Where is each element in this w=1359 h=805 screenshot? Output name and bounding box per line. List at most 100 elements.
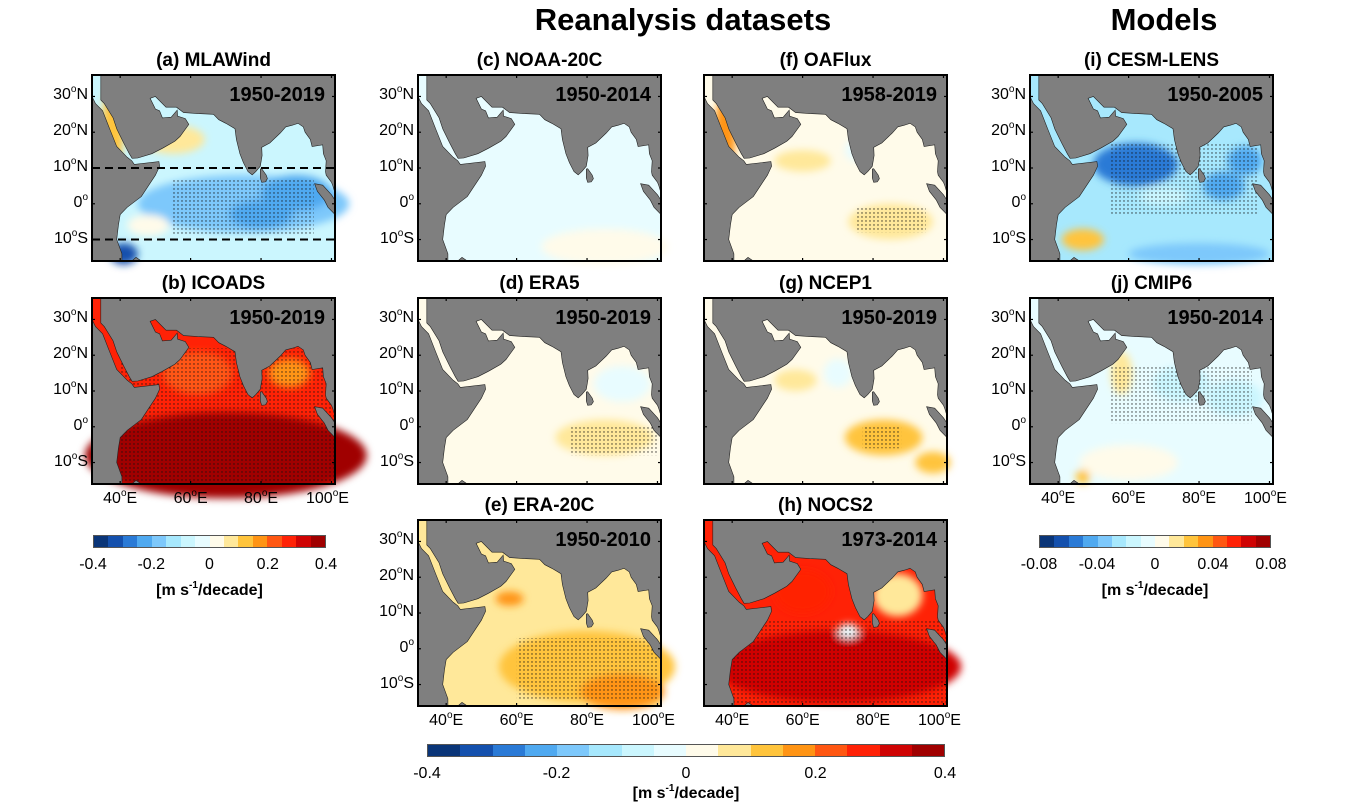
y-tick-degree-sign: o: [82, 191, 88, 203]
x-tick-degree-sign: o: [873, 710, 880, 721]
group-title-models: Models: [1110, 2, 1218, 37]
map-panel-h: 1973-2014: [703, 519, 962, 707]
land-africa: [417, 298, 486, 485]
map-panel-c: 1950-2014: [417, 74, 669, 265]
land-asia: [426, 74, 662, 194]
panel-title-a: (a) MLAWind: [156, 50, 271, 71]
period-label-h: 1973-2014: [841, 529, 937, 551]
y-tick-label: 10oS: [379, 672, 414, 692]
y-tick-degree-sign: o: [71, 450, 78, 462]
land-africa: [417, 520, 486, 707]
y-tick-label: 30oN: [991, 307, 1026, 327]
y-tick-label: 30oN: [53, 84, 88, 104]
panel-title-i: (i) CESM-LENS: [1083, 50, 1220, 71]
colorbar-bin: [1169, 536, 1184, 547]
colorbar-tick-label: -0.4: [413, 765, 441, 782]
significance-stipple: [732, 620, 947, 706]
land-africa: [1029, 75, 1098, 262]
colorbar-obs-bottom: [427, 744, 945, 757]
y-tick-degree-sign: o: [1008, 343, 1015, 355]
trend-contour: [1079, 444, 1178, 481]
panel-title-g: (g) NCEP1: [779, 273, 872, 294]
colorbar-bin: [1198, 536, 1213, 547]
y-tick-label: 0o: [73, 191, 88, 211]
land-sri-lanka: [586, 168, 594, 183]
period-label-d: 1950-2019: [555, 307, 651, 329]
panel-title-e: (e) ERA-20C: [484, 495, 595, 516]
colorbar-bin: [1226, 536, 1242, 547]
colorbar-unit-label: [m s-1/decade]: [632, 783, 740, 803]
trend-contour: [1061, 228, 1104, 251]
map-svg-a: [91, 74, 350, 265]
colorbar-bin: [1068, 536, 1084, 547]
colorbar-tick-label: 0.04: [1197, 556, 1229, 573]
colorbar-bin: [782, 745, 815, 756]
period-label-j: 1950-2014: [1167, 307, 1263, 329]
y-tick-label: 10oS: [53, 450, 88, 470]
colorbar-tick-label: 0.08: [1255, 556, 1287, 573]
y-tick-degree-sign: o: [396, 343, 403, 355]
x-tick-degree-sign: o: [658, 710, 665, 721]
y-tick-degree-sign: o: [396, 565, 403, 577]
x-tick-degree-sign: o: [944, 710, 951, 721]
colorbar-bin: [589, 745, 622, 756]
period-label-f: 1958-2019: [841, 84, 937, 106]
y-tick-label: 30oN: [379, 307, 414, 327]
map-svg-j: [1029, 297, 1274, 485]
trend-contour: [594, 365, 651, 402]
land-asia: [426, 519, 662, 639]
x-tick-label: 40oE: [429, 710, 464, 730]
colorbar-bin: [428, 745, 461, 756]
map-panel-j: 1950-2014: [1029, 297, 1274, 485]
y-tick-label: 10oS: [991, 450, 1026, 470]
y-tick-degree-sign: o: [70, 379, 77, 390]
colorbar-bin: [281, 536, 297, 547]
land-africa: [91, 298, 160, 485]
x-tick-label: 40oE: [103, 488, 138, 508]
map-svg-b: [84, 297, 367, 499]
map-panel-d: 1950-2019: [417, 297, 662, 485]
colorbar-tick-label: 0.2: [256, 556, 279, 573]
y-tick-label: 0o: [399, 414, 414, 434]
colorbar-bin: [180, 536, 196, 547]
colorbar-bin: [1097, 536, 1112, 547]
y-tick-degree-sign: o: [397, 672, 404, 684]
y-tick-degree-sign: o: [70, 307, 77, 319]
map-svg-i: [1029, 74, 1274, 265]
colorbar-bin: [1212, 536, 1227, 547]
y-tick-degree-sign: o: [70, 156, 77, 167]
colorbar-tick-label: -0.2: [542, 765, 571, 782]
significance-stipple: [173, 178, 314, 236]
y-tick-degree-sign: o: [1020, 191, 1026, 203]
colorbar-tick-label: -0.2: [137, 556, 166, 573]
period-label-c: 1950-2014: [555, 84, 651, 106]
period-label-g: 1950-2019: [841, 307, 937, 329]
x-tick-label: 60oE: [499, 710, 534, 730]
x-tick-degree-sign: o: [1058, 488, 1065, 499]
y-tick-degree-sign: o: [397, 450, 404, 462]
colorbar-bin: [815, 745, 848, 756]
trend-contour: [1128, 243, 1270, 265]
colorbar-bin: [750, 745, 783, 756]
x-tick-label: 60oE: [173, 488, 208, 508]
colorbar-bin: [1140, 536, 1155, 547]
land-africa: [703, 75, 772, 262]
colorbar-bin: [911, 745, 944, 756]
land-africa: [703, 298, 772, 485]
y-tick-label: 10oN: [991, 156, 1026, 176]
land-asia: [100, 297, 336, 417]
map-svg-g: [703, 297, 951, 485]
colorbar-tick-label: 0: [205, 556, 214, 573]
y-tick-label: 0o: [1011, 414, 1026, 434]
x-tick-degree-sign: o: [1199, 488, 1206, 499]
y-tick-label: 0o: [1011, 191, 1026, 211]
y-tick-label: 10oS: [379, 227, 414, 247]
y-tick-label: 10oN: [379, 601, 414, 621]
y-tick-degree-sign: o: [71, 227, 78, 239]
trend-contour: [823, 358, 852, 388]
period-label-i: 1950-2005: [1167, 84, 1263, 106]
y-tick-label: 10oN: [991, 379, 1026, 399]
significance-stipple: [862, 426, 902, 449]
y-tick-label: 10oS: [379, 450, 414, 470]
colorbar-bin: [460, 745, 493, 756]
